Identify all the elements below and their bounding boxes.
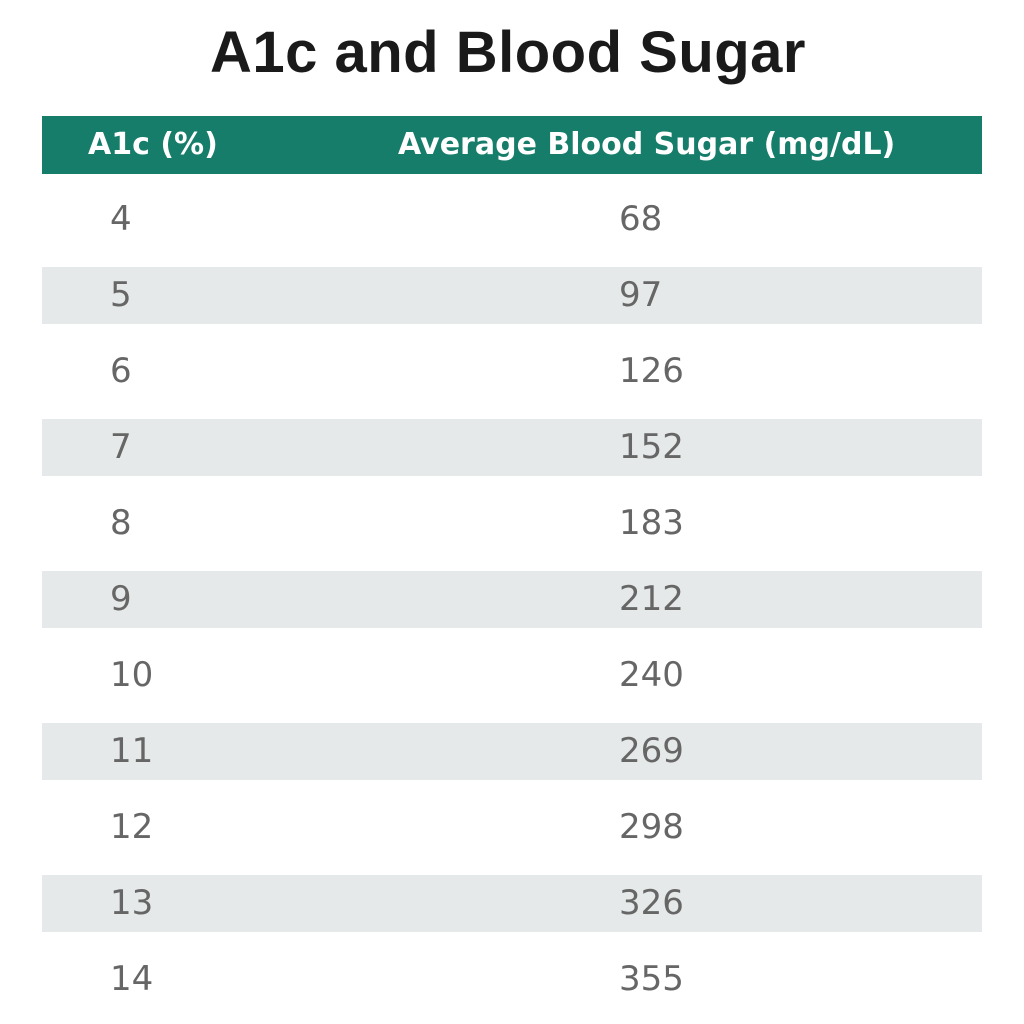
cell-a1c: 9 xyxy=(110,579,132,619)
table-row: 9 212 xyxy=(42,571,982,628)
cell-a1c: 10 xyxy=(110,655,154,695)
header-average-blood-sugar: Average Blood Sugar (mg/dL) xyxy=(398,127,896,162)
a1c-table: A1c (%) Average Blood Sugar (mg/dL) 4 68… xyxy=(42,116,982,1008)
table-row: 10 240 xyxy=(42,647,982,704)
table-row: 7 152 xyxy=(42,419,982,476)
cell-a1c: 5 xyxy=(110,275,132,315)
table-header: A1c (%) Average Blood Sugar (mg/dL) xyxy=(42,116,982,174)
cell-a1c: 6 xyxy=(110,351,132,391)
table-title: A1c and Blood Sugar xyxy=(209,20,806,85)
cell-blood-sugar: 355 xyxy=(619,959,684,999)
cell-blood-sugar: 183 xyxy=(619,503,684,543)
cell-blood-sugar: 269 xyxy=(619,731,684,771)
cell-blood-sugar: 298 xyxy=(619,807,684,847)
cell-a1c: 7 xyxy=(110,427,132,467)
cell-a1c: 14 xyxy=(110,959,154,999)
cell-blood-sugar: 126 xyxy=(619,351,684,391)
table-row: 8 183 xyxy=(42,495,982,552)
cell-blood-sugar: 240 xyxy=(619,655,684,695)
cell-blood-sugar: 68 xyxy=(619,199,663,239)
cell-a1c: 12 xyxy=(110,807,154,847)
table-row: 13 326 xyxy=(42,875,982,932)
cell-a1c: 13 xyxy=(110,883,154,923)
table-row: 5 97 xyxy=(42,267,982,324)
cell-a1c: 8 xyxy=(110,503,132,543)
cell-blood-sugar: 212 xyxy=(619,579,684,619)
cell-a1c: 11 xyxy=(110,731,154,771)
cell-blood-sugar: 97 xyxy=(619,275,663,315)
cell-blood-sugar: 152 xyxy=(619,427,684,467)
cell-a1c: 4 xyxy=(110,199,132,239)
table-row: 12 298 xyxy=(42,799,982,856)
table-row: 6 126 xyxy=(42,343,982,400)
table-row: 4 68 xyxy=(42,191,982,248)
table-row: 11 269 xyxy=(42,723,982,780)
header-a1c: A1c (%) xyxy=(88,127,218,162)
table-row: 14 355 xyxy=(42,951,982,1008)
cell-blood-sugar: 326 xyxy=(619,883,684,923)
